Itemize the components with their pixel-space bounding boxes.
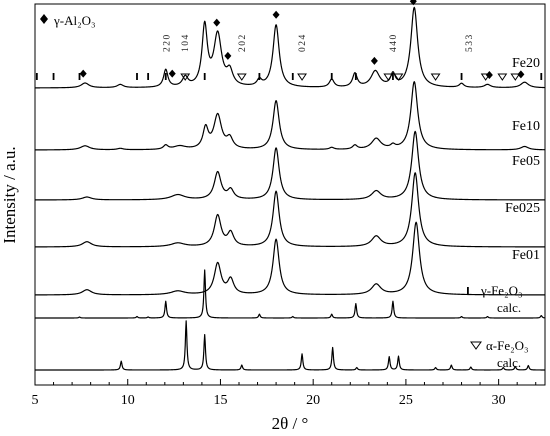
hkl-layer: 220 104 202 024 440 533 bbox=[163, 33, 475, 52]
gamma-al2o3-diamond-marker bbox=[517, 70, 525, 79]
gamma-al2o3-diamond-marker bbox=[224, 51, 232, 60]
series-label: Fe025 bbox=[505, 201, 540, 216]
y-axis-title: Intensity / a.u. bbox=[0, 146, 19, 243]
alpha-fe2o3-triangle-marker bbox=[383, 73, 394, 81]
hkl-label: 202 bbox=[238, 33, 248, 52]
series-line bbox=[34, 6, 546, 89]
gamma-al2o3-diamond-marker bbox=[370, 56, 378, 65]
tick-mark-icon bbox=[467, 287, 469, 294]
legend-alpha-fe2o3: α-Fe₂O₃ calc. bbox=[470, 338, 529, 370]
legend-label-alpha-fe2o3: α-Fe₂O₃ bbox=[486, 338, 529, 353]
series-label: Fe20 bbox=[512, 56, 540, 71]
series-fe10: Fe10 bbox=[34, 81, 546, 151]
series-line bbox=[34, 81, 546, 151]
alpha-fe2o3-triangle-marker bbox=[180, 73, 191, 81]
gamma-fe2o3-tick-marker bbox=[147, 73, 150, 80]
x-tick-label: 10 bbox=[121, 393, 135, 408]
alpha-fe2o3-triangle-marker bbox=[393, 73, 404, 81]
x-tick-label: 30 bbox=[492, 393, 506, 408]
hkl-label: 440 bbox=[389, 33, 399, 52]
gamma-al2o3-diamond-marker bbox=[485, 70, 493, 79]
series-fe01: Fe01 bbox=[34, 221, 546, 296]
tick-layer: 5 10 15 20 25 30 bbox=[32, 379, 537, 408]
series-fe025: Fe025 bbox=[34, 172, 546, 248]
gamma-fe2o3-tick-marker bbox=[330, 73, 333, 80]
gamma-al2o3-diamond-marker bbox=[272, 10, 280, 19]
marker-layer bbox=[35, 0, 543, 81]
hkl-label: 220 bbox=[163, 33, 173, 52]
gamma-al2o3-diamond-marker bbox=[213, 18, 221, 27]
legend-label-gamma-al2o3: γ-Al₂O₃ bbox=[53, 13, 96, 28]
legend-gamma-al2o3: γ-Al₂O₃ bbox=[40, 13, 96, 28]
legend-calc-alpha: calc. bbox=[497, 355, 521, 370]
gamma-fe2o3-tick-marker bbox=[136, 73, 138, 80]
x-tick-label: 25 bbox=[399, 393, 413, 408]
alpha-fe2o3-triangle-marker bbox=[430, 73, 441, 81]
legend-calc-gamma: calc. bbox=[497, 300, 521, 315]
gamma-fe2o3-tick-marker bbox=[460, 73, 463, 80]
gamma-fe2o3-tick-marker bbox=[52, 73, 55, 80]
series-label: Fe10 bbox=[512, 119, 540, 134]
series--fe-o-calc- bbox=[34, 320, 546, 371]
legend-label-gamma-fe2o3: γ-Fe₂O₃ bbox=[480, 283, 523, 298]
series-fe05: Fe05 bbox=[34, 130, 546, 201]
alpha-fe2o3-triangle-marker bbox=[297, 73, 307, 81]
gamma-fe2o3-tick-marker bbox=[203, 73, 206, 80]
gamma-fe2o3-tick-marker bbox=[78, 73, 81, 80]
gamma-fe2o3-tick-marker bbox=[291, 73, 294, 80]
series-line bbox=[34, 320, 546, 371]
gamma-al2o3-diamond-marker bbox=[409, 0, 417, 6]
x-tick-label: 5 bbox=[32, 393, 39, 408]
gamma-fe2o3-tick-marker bbox=[354, 73, 357, 80]
series-fe20: Fe20 bbox=[34, 6, 546, 89]
gamma-al2o3-diamond-marker bbox=[168, 69, 176, 78]
series-line bbox=[34, 221, 546, 296]
alpha-fe2o3-triangle-marker bbox=[510, 73, 521, 81]
gamma-fe2o3-tick-marker bbox=[540, 73, 543, 80]
gamma-fe2o3-tick-marker bbox=[258, 73, 261, 80]
x-tick-label: 20 bbox=[306, 393, 320, 408]
x-axis-title: 2θ / ° bbox=[272, 414, 309, 433]
hkl-label: 533 bbox=[465, 33, 475, 52]
hkl-label: 024 bbox=[298, 33, 308, 52]
open-triangle-icon bbox=[470, 341, 482, 350]
plot-frame bbox=[34, 3, 546, 386]
series-layer: Fe20 Fe10 Fe05 Fe025 Fe01 bbox=[34, 6, 546, 371]
gamma-fe2o3-tick-marker bbox=[35, 73, 38, 80]
alpha-fe2o3-triangle-marker bbox=[497, 73, 508, 81]
series-line bbox=[34, 130, 546, 201]
filled-diamond-icon bbox=[40, 14, 48, 24]
series-line bbox=[34, 172, 546, 248]
legend-gamma-fe2o3: γ-Fe₂O₃ calc. bbox=[467, 283, 523, 315]
series-label: Fe01 bbox=[512, 248, 540, 263]
series-label: Fe05 bbox=[512, 154, 540, 169]
x-tick-label: 15 bbox=[213, 393, 227, 408]
hkl-label: 104 bbox=[181, 33, 191, 52]
alpha-fe2o3-triangle-marker bbox=[236, 73, 247, 81]
series-line bbox=[34, 269, 546, 319]
series--fe-o-calc- bbox=[34, 269, 546, 319]
gamma-fe2o3-tick-marker bbox=[164, 73, 167, 80]
gamma-al2o3-diamond-marker bbox=[79, 69, 87, 78]
gamma-fe2o3-tick-marker bbox=[392, 73, 394, 80]
